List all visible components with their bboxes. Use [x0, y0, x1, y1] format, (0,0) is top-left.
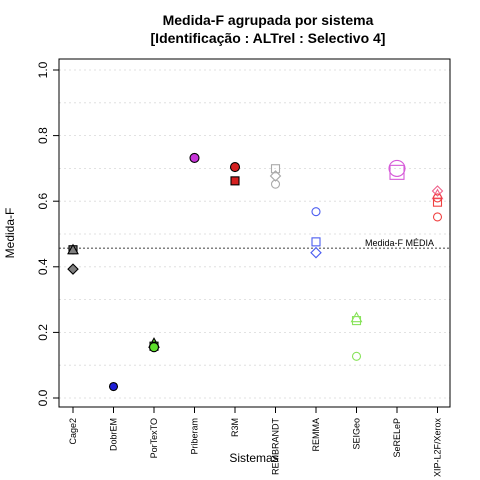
x-tick-label: Priberam	[190, 418, 200, 455]
data-point-square	[311, 237, 321, 247]
x-axis: Cage2 DobrEM PorTexTO Priberam R3M REMBRANDT R…	[68, 407, 443, 477]
data-point-square	[432, 197, 443, 207]
data-point-square	[230, 176, 240, 186]
y-tick-label: 0.8	[36, 127, 50, 144]
data-point-triangle	[67, 243, 79, 255]
chart-title: Medida-F agrupada por sistema	[163, 12, 374, 28]
data-point-circle	[229, 162, 241, 173]
chart-subtitle: [Identificação : ALTrel : Selectivo 4]	[151, 30, 386, 46]
data-point-diamond	[431, 185, 444, 197]
reference-line-group: Medida-F MÉDIA	[59, 238, 450, 249]
x-tick-label: PorTexTO	[149, 418, 159, 458]
y-tick-label: 1.0	[36, 61, 50, 78]
y-axis-label: Medida-F	[3, 208, 17, 259]
data-point-circle	[270, 179, 281, 189]
y-tick-label: 0.6	[36, 193, 50, 210]
data-point-diamond	[269, 170, 282, 182]
x-tick-label: REMBRANDT	[271, 418, 281, 476]
x-tick-label: DobrEM	[109, 418, 119, 451]
data-point-square	[389, 164, 405, 180]
x-tick-label: XIP-L2F/Xerox	[433, 418, 443, 478]
y-axis: 0.0 0.2 0.4 0.6 0.8 1.0	[36, 61, 59, 406]
x-tick-label: SeRELeP	[392, 418, 402, 458]
data-point-square	[270, 164, 281, 174]
data-point-circle	[189, 152, 200, 163]
y-tick-label: 0.4	[36, 258, 50, 275]
plot-frame	[58, 58, 451, 408]
x-tick-label: R3M	[230, 418, 240, 437]
x-tick-label: SEIGeo	[352, 418, 362, 450]
y-tick-label: 0.2	[36, 324, 50, 341]
data-point-circle	[351, 351, 362, 361]
x-tick-label: REMMA	[311, 418, 321, 452]
data-point-square	[351, 316, 362, 326]
data-point-circle	[148, 342, 160, 353]
data-point-circle	[311, 207, 321, 217]
reference-line-label: Medida-F MÉDIA	[365, 238, 434, 248]
data-point-circle	[388, 159, 406, 177]
data-point-circle	[108, 381, 119, 392]
data-point-diamond	[67, 263, 79, 275]
data-point-circle	[432, 212, 443, 222]
y-tick-label: 0.0	[36, 389, 50, 406]
x-axis-label: Sistemas	[229, 451, 278, 465]
data-point-diamond	[310, 246, 322, 259]
gridlines	[59, 69, 450, 399]
x-tick-label: Cage2	[68, 418, 78, 445]
data-points	[67, 152, 444, 392]
